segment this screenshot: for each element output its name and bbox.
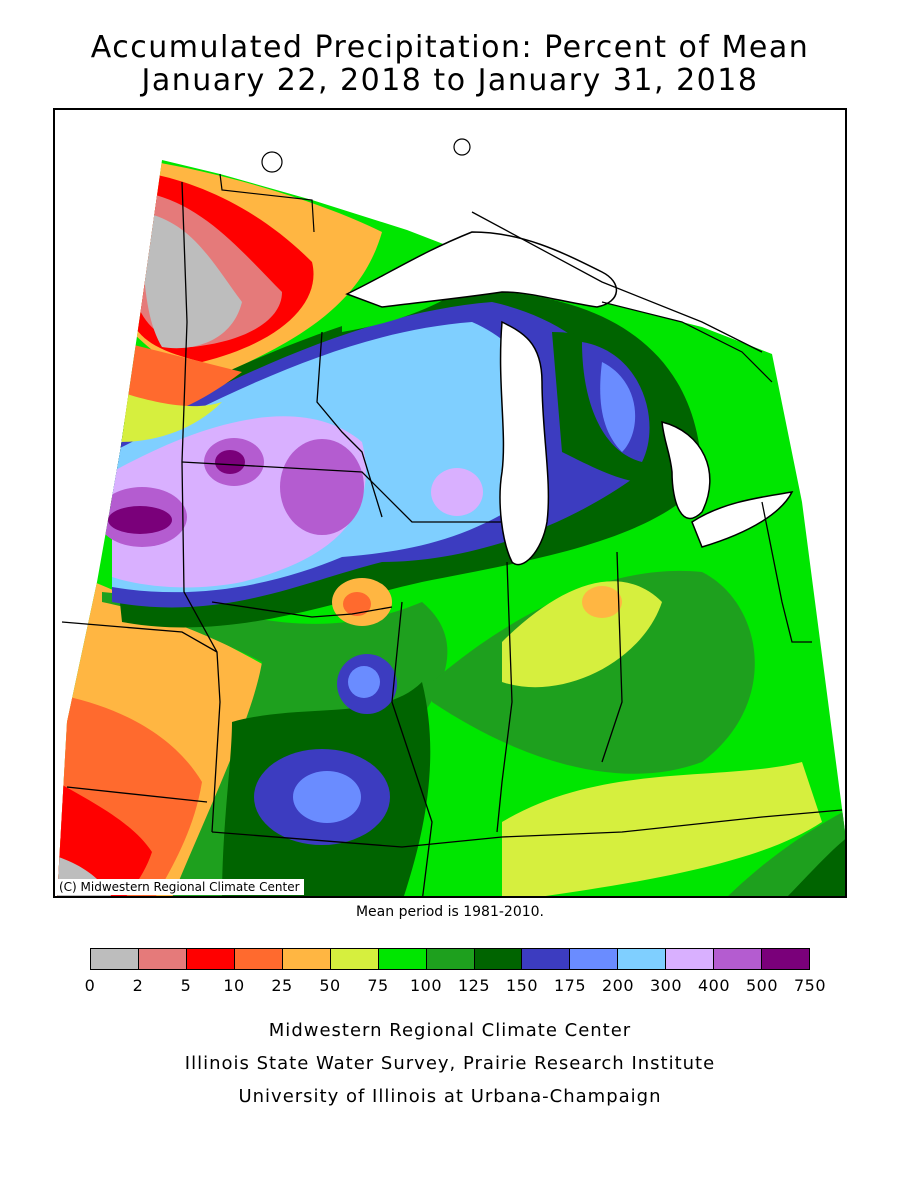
lake-superior bbox=[345, 231, 618, 308]
legend-swatch bbox=[474, 949, 523, 969]
legend-swatch bbox=[570, 949, 619, 969]
legend-break-label: 25 bbox=[271, 976, 293, 995]
color-legend-bar bbox=[90, 948, 810, 970]
legend-break-label: 300 bbox=[649, 976, 683, 995]
border-minnesota-dakota bbox=[181, 181, 221, 833]
field-300-400-wisconsin bbox=[431, 468, 483, 516]
legend-break-label: 750 bbox=[793, 976, 827, 995]
map-title: Accumulated Precipitation: Percent of Me… bbox=[90, 30, 810, 65]
mean-period-note: Mean period is 1981-2010. bbox=[355, 904, 545, 920]
field-0-2-northwest bbox=[142, 212, 242, 349]
legend-swatch bbox=[186, 949, 235, 969]
field-500-750-dakota bbox=[108, 506, 172, 534]
legend-swatch bbox=[138, 949, 187, 969]
border-ohio-east bbox=[761, 501, 812, 643]
lake-erie bbox=[691, 491, 794, 548]
legend-swatch bbox=[282, 949, 331, 969]
field-25-50-dubuque bbox=[343, 592, 371, 616]
field-175-200-mississippi bbox=[348, 666, 380, 698]
map-copyright: (C) Midwestern Regional Climate Center bbox=[55, 879, 304, 895]
field-125-150-southeast bbox=[782, 827, 845, 896]
legend-break-label: 0 bbox=[84, 976, 96, 995]
legend-swatch bbox=[330, 949, 379, 969]
border-indiana-ohio bbox=[601, 551, 623, 763]
legend-break-label: 150 bbox=[505, 976, 539, 995]
legend-swatch bbox=[378, 949, 427, 969]
border-illinois-indiana bbox=[496, 561, 513, 833]
border-iowa-north bbox=[211, 601, 393, 618]
lake-michigan bbox=[499, 320, 550, 566]
border-southern bbox=[211, 809, 843, 848]
field-400-500-minnesota bbox=[280, 439, 364, 535]
field-75-100-indiana bbox=[502, 581, 662, 688]
border-mississippi-river bbox=[391, 601, 433, 896]
border-nebraska bbox=[61, 621, 218, 653]
field-175-200-michigan bbox=[600, 362, 636, 452]
legend-swatch bbox=[234, 949, 283, 969]
footer-organization: Midwestern Regional Climate Center bbox=[268, 1020, 632, 1041]
water-bodies bbox=[345, 231, 794, 566]
legend-swatch bbox=[618, 949, 667, 969]
border-minnesota-wisconsin bbox=[316, 331, 383, 518]
field-75-100-northwest bbox=[120, 392, 222, 442]
legend-swatch bbox=[714, 949, 763, 969]
isle-royale bbox=[453, 138, 471, 156]
legend-swatch bbox=[522, 949, 571, 969]
legend-swatch bbox=[91, 949, 139, 969]
legend-break-label: 125 bbox=[457, 976, 491, 995]
footer-survey: Illinois State Water Survey, Prairie Res… bbox=[184, 1053, 716, 1074]
legend-break-label: 200 bbox=[601, 976, 635, 995]
lake-huron bbox=[661, 421, 711, 520]
field-50-75-indiana bbox=[582, 586, 622, 618]
state-borders bbox=[61, 181, 843, 896]
legend-break-label: 5 bbox=[180, 976, 192, 995]
legend-break-label: 175 bbox=[553, 976, 587, 995]
border-kansas bbox=[66, 786, 208, 803]
legend-break-label: 100 bbox=[409, 976, 443, 995]
northern-border-segment bbox=[219, 173, 315, 233]
map-date-range: January 22, 2018 to January 31, 2018 bbox=[141, 63, 759, 98]
field-500-750-minnesota bbox=[215, 450, 245, 474]
legend-break-label: 75 bbox=[367, 976, 389, 995]
lake-of-woods bbox=[261, 151, 283, 173]
border-minnesota-iowa bbox=[181, 461, 502, 523]
legend-break-label: 500 bbox=[745, 976, 779, 995]
border-canada bbox=[471, 211, 763, 353]
legend-swatch bbox=[762, 949, 810, 969]
legend-break-label: 10 bbox=[223, 976, 245, 995]
legend-swatch bbox=[426, 949, 475, 969]
legend-break-label: 50 bbox=[319, 976, 341, 995]
footer-university: University of Illinois at Urbana-Champai… bbox=[238, 1086, 662, 1107]
map-canvas bbox=[57, 138, 845, 896]
legend-swatch bbox=[666, 949, 715, 969]
ontario-shore bbox=[601, 301, 773, 383]
legend-break-label: 2 bbox=[132, 976, 144, 995]
precipitation-map bbox=[53, 108, 847, 898]
legend-break-label: 400 bbox=[697, 976, 731, 995]
field-175-200-iowa bbox=[293, 771, 361, 823]
field-75-100-kentucky bbox=[502, 762, 822, 896]
land-outline-north bbox=[219, 138, 773, 383]
color-legend-labels: 0 2 5 10 25 50 75 100 125 150 175 200 300 400 500 750 bbox=[0, 976, 900, 998]
